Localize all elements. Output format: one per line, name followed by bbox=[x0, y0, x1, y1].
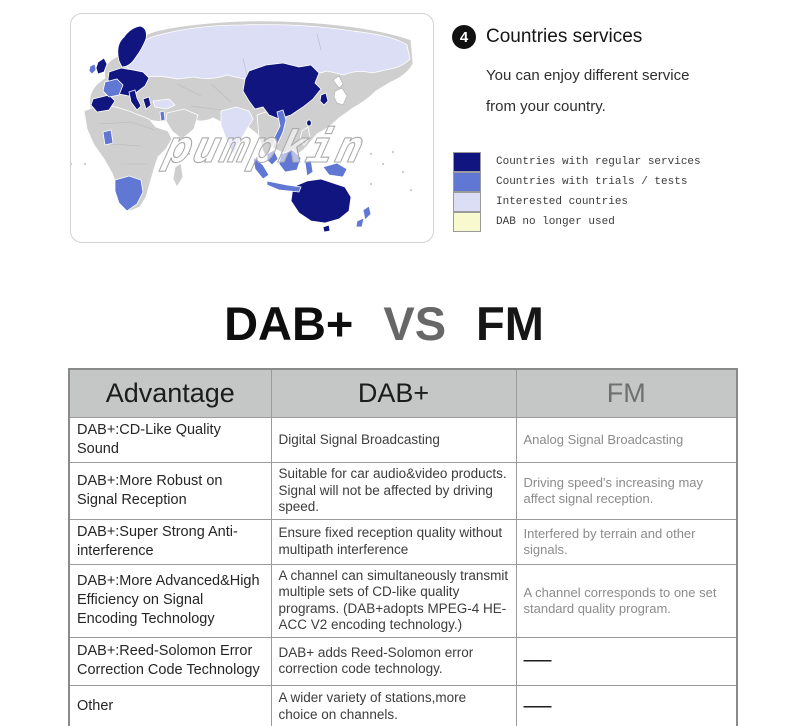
advantage-cell: DAB+:More Robust on Signal Reception bbox=[68, 462, 272, 520]
section-title: Countries services bbox=[486, 26, 643, 47]
legend-label: Countries with trials / tests bbox=[496, 176, 688, 188]
fm-cell-dash: —— bbox=[515, 636, 738, 686]
countries-trials bbox=[88, 63, 372, 228]
legend-label: Interested countries bbox=[496, 196, 629, 208]
legend-item: Countries with regular services bbox=[453, 152, 701, 172]
countries-interested bbox=[126, 24, 411, 156]
fm-cell-dash: —— bbox=[515, 684, 738, 726]
dab-cell: A channel can simultaneously transmit mu… bbox=[270, 563, 517, 638]
comparison-table: Advantage DAB+ FM DAB+:CD-Like Quality S… bbox=[68, 368, 738, 726]
description-line: from your country. bbox=[486, 98, 606, 115]
legend-item: Interested countries bbox=[453, 191, 701, 212]
step-number-badge: 4 bbox=[452, 25, 476, 49]
table-row: DAB+:Reed-Solomon Error Correction Code … bbox=[68, 636, 738, 686]
advantage-cell: DAB+:CD-Like Quality Sound bbox=[68, 417, 272, 463]
legend-item: Countries with trials / tests bbox=[453, 171, 701, 192]
legend-swatch-regular bbox=[453, 152, 481, 172]
countries-regular bbox=[90, 25, 352, 233]
map-legend: Countries with regular services Countrie… bbox=[453, 152, 701, 232]
dab-cell: Ensure fixed reception quality without m… bbox=[270, 518, 517, 565]
legend-swatch-no-longer-used bbox=[453, 211, 481, 232]
world-map: pumpkin bbox=[71, 20, 414, 233]
fm-cell: A channel corresponds to one set standar… bbox=[515, 563, 738, 638]
dab-cell: Suitable for car audio&video products. S… bbox=[270, 462, 517, 520]
dab-cell: Digital Signal Broadcasting bbox=[270, 417, 517, 463]
fm-cell: Driving speed's increasing may affect si… bbox=[515, 462, 738, 520]
world-map-panel: pumpkin bbox=[70, 13, 434, 243]
table-row: DAB+:More Advanced&High Efficiency on Si… bbox=[68, 563, 738, 638]
table-row: DAB+:Super Strong Anti-interference Ensu… bbox=[68, 518, 738, 565]
section-header: 4 Countries services bbox=[452, 25, 642, 49]
dab-cell: DAB+ adds Reed-Solomon error correction … bbox=[270, 636, 517, 686]
table-row: DAB+:More Robust on Signal Reception Sui… bbox=[68, 462, 738, 520]
table-header-row: Advantage DAB+ FM bbox=[68, 368, 738, 418]
country-borders bbox=[98, 33, 322, 165]
countries-outline bbox=[332, 75, 348, 106]
dab-cell: A wider variety of stations,more choice … bbox=[270, 684, 517, 726]
comparison-title: DAB+ VS FM bbox=[0, 296, 784, 351]
description-line: You can enjoy different service bbox=[486, 67, 690, 84]
pumpkin-watermark: pumpkin bbox=[158, 121, 372, 173]
island-dots bbox=[71, 141, 412, 191]
table-row: DAB+:CD-Like Quality Sound Digital Signa… bbox=[68, 417, 738, 463]
header-advantage: Advantage bbox=[68, 368, 272, 418]
advantage-cell: Other bbox=[68, 684, 272, 726]
header-dab: DAB+ bbox=[270, 368, 517, 418]
title-fm: FM bbox=[476, 297, 544, 350]
legend-swatch-trials bbox=[453, 171, 481, 192]
title-vs: VS bbox=[383, 297, 447, 350]
header-fm: FM bbox=[515, 368, 738, 418]
title-dab: DAB+ bbox=[224, 297, 354, 350]
table-row: Other A wider variety of stations,more c… bbox=[68, 684, 738, 726]
legend-label: Countries with regular services bbox=[496, 156, 701, 168]
advantage-cell: DAB+:More Advanced&High Efficiency on Si… bbox=[68, 563, 272, 638]
section-description: You can enjoy different service from you… bbox=[486, 60, 689, 122]
advantage-cell: DAB+:Super Strong Anti-interference bbox=[68, 518, 272, 565]
fm-cell: Analog Signal Broadcasting bbox=[515, 417, 738, 463]
legend-label: DAB no longer used bbox=[496, 216, 615, 228]
legend-swatch-interested bbox=[453, 191, 481, 212]
svg-text:pumpkin: pumpkin bbox=[158, 122, 371, 173]
fm-cell: Interfered by terrain and other signals. bbox=[515, 518, 738, 565]
legend-item: DAB no longer used bbox=[453, 211, 701, 232]
advantage-cell: DAB+:Reed-Solomon Error Correction Code … bbox=[68, 636, 272, 686]
